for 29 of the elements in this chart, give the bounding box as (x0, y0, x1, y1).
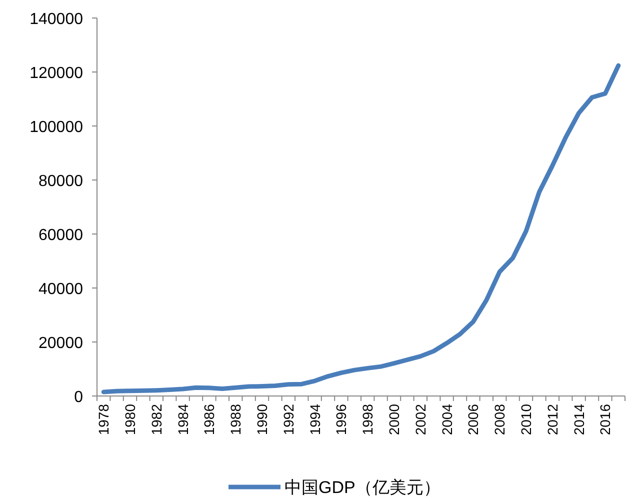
y-tick-label: 120000 (30, 65, 84, 82)
y-tick-label: 140000 (30, 11, 84, 28)
x-tick-label: 1994 (306, 404, 323, 436)
x-tick-label: 1990 (254, 404, 270, 436)
y-tick-label: 40000 (38, 281, 84, 298)
x-tick-label: 2016 (597, 404, 614, 436)
x-tick-label: 2004 (438, 404, 455, 436)
x-tick-label: 2014 (570, 404, 587, 436)
x-tick-label: 1984 (174, 404, 191, 436)
x-tick-label: 2008 (492, 404, 508, 436)
x-tick-label: 1978 (96, 404, 112, 436)
x-tick-label: 1996 (333, 404, 350, 436)
x-tick-label: 1980 (122, 404, 138, 436)
y-tick-label: 80000 (38, 173, 84, 190)
x-tick-label: 2002 (412, 404, 428, 436)
y-tick-label: 60000 (38, 227, 84, 244)
x-tick-label: 1986 (201, 404, 218, 436)
x-tick-label: 2000 (386, 404, 402, 436)
y-tick-label: 0 (74, 389, 84, 406)
x-tick-label: 2012 (544, 404, 560, 436)
x-tick-label: 1992 (280, 404, 296, 436)
x-tick-label: 1998 (360, 404, 376, 436)
y-tick-label: 100000 (30, 119, 84, 136)
legend-label: 中国GDP（亿美元） (284, 478, 440, 497)
x-tick-label: 1988 (228, 404, 244, 436)
x-tick-label: 2010 (518, 404, 534, 436)
y-tick-label: 20000 (38, 335, 84, 352)
x-tick-label: 1982 (148, 404, 164, 436)
x-tick-label: 2006 (465, 404, 482, 436)
